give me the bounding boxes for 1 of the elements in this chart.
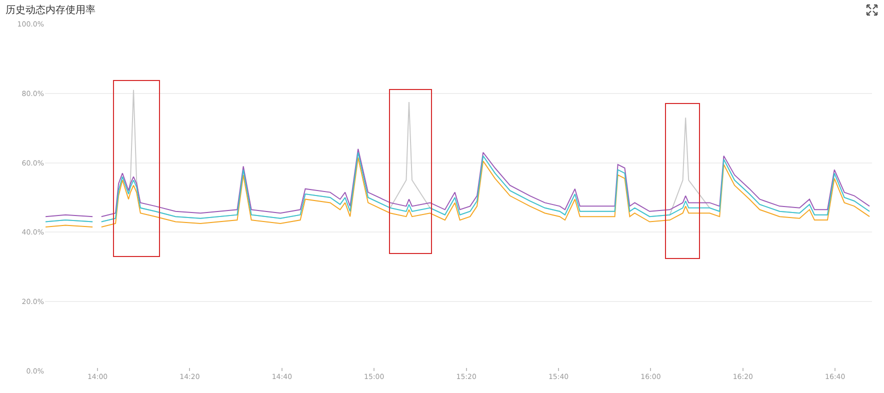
chart-title: 历史动态内存使用率 [5, 4, 96, 16]
